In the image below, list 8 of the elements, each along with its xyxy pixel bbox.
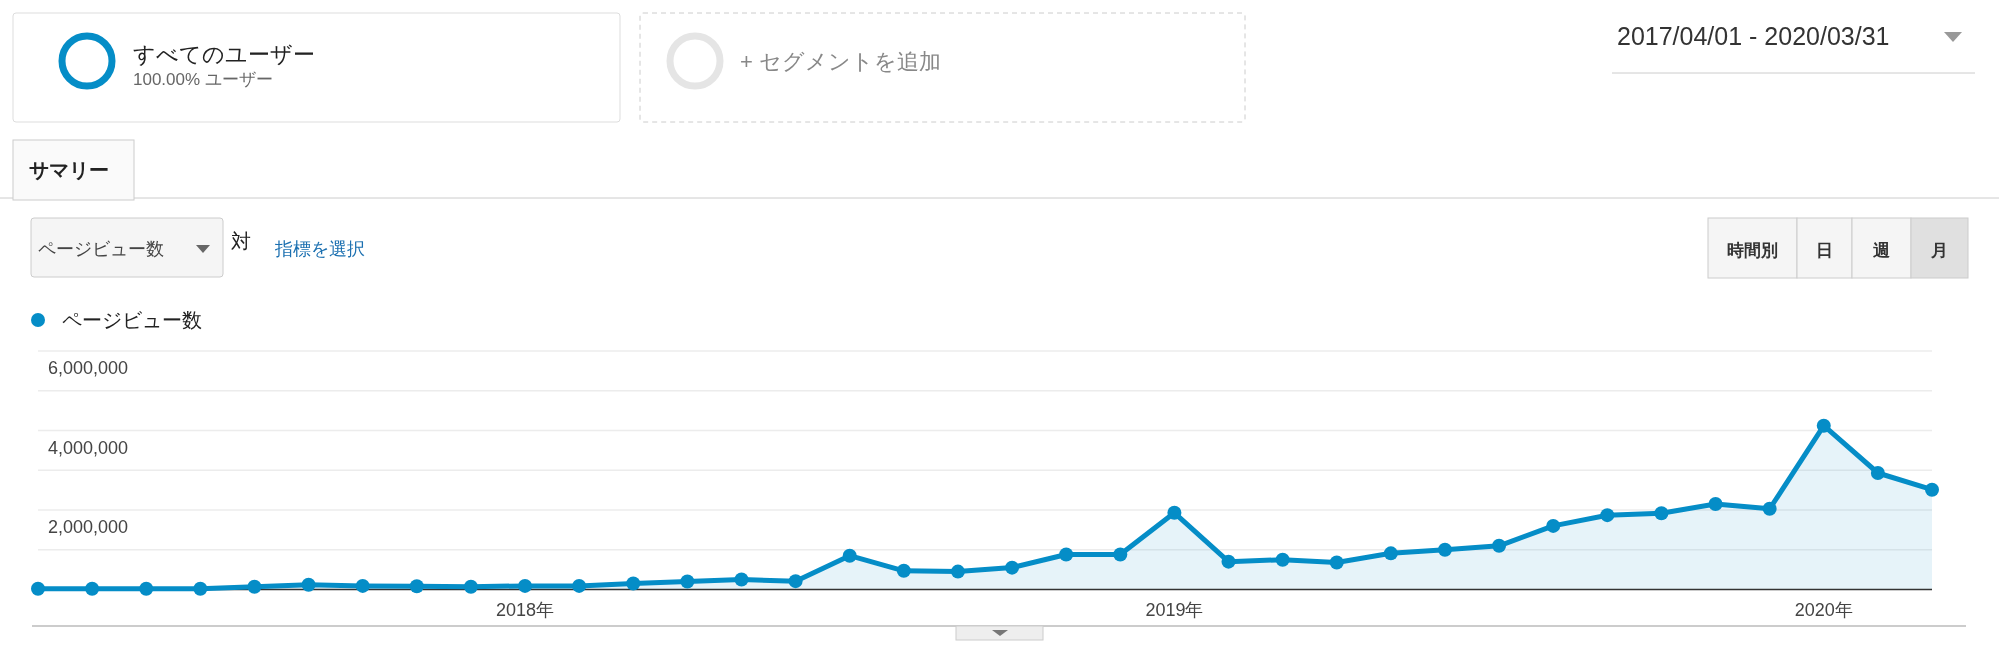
ui: すべてのユーザー 100.00% ユーザー + セグメントを追加 2017/04/01 - 2020/03/31 サマリー ページビュー数 対 指標を選択 時間別 日 週 月 (0, 12, 1999, 279)
y-tick-label: 6,000,000 (48, 358, 129, 378)
x-tick-label: 2020年 (1794, 600, 1853, 620)
y-tick-label: 2,000,000 (48, 517, 129, 537)
y-tick-label: 4,000,000 (48, 437, 129, 458)
x-tick-label: 2018年 (496, 600, 555, 620)
x-tick-label: 2019年 (1145, 600, 1204, 620)
legend-label: ページビュー数 (62, 309, 202, 331)
